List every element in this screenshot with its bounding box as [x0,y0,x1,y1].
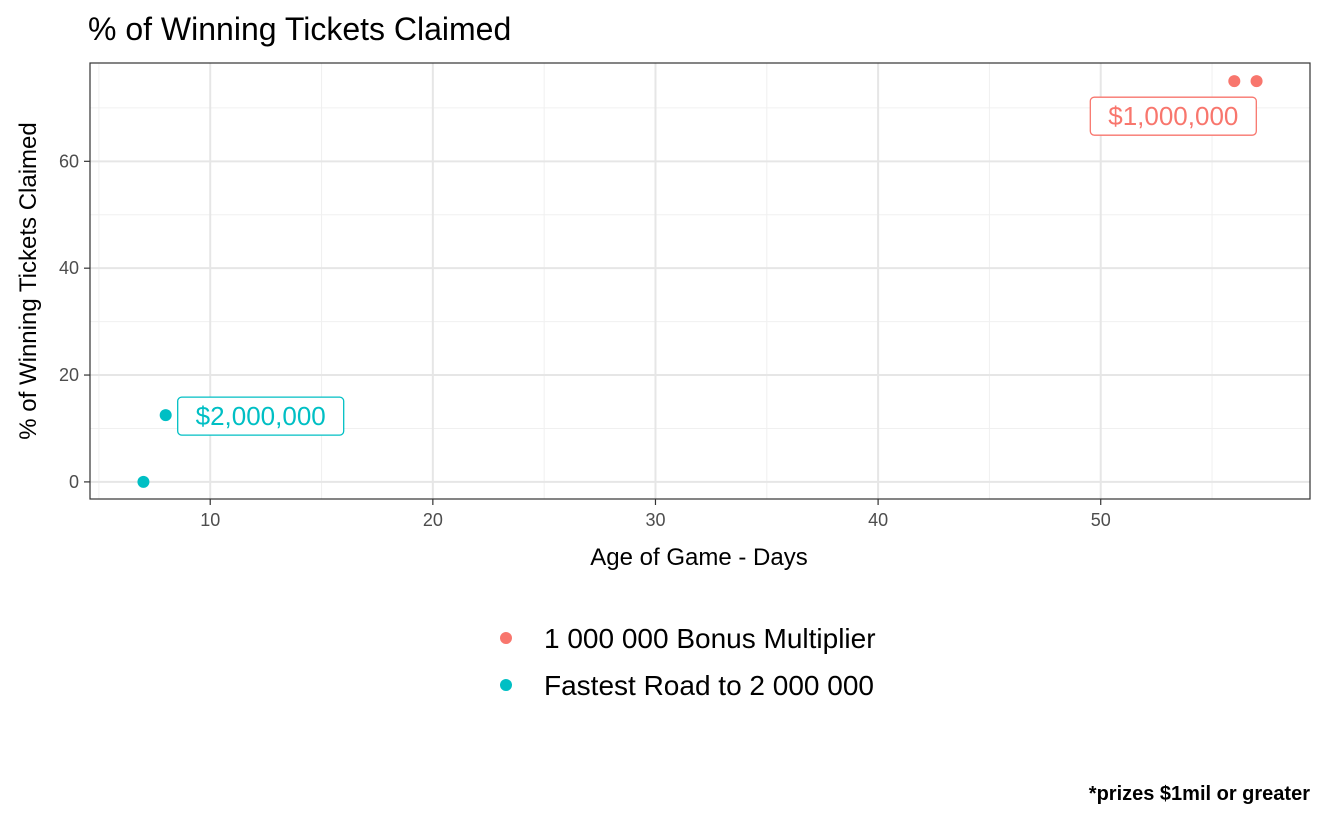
panel-border [89,62,1311,500]
point-label: $1,000,000 [1108,101,1238,131]
legend-key [500,632,512,644]
plot-area: 10 20 30 40 50 0 20 40 60 $1,000,000 $2,000,000 [59,62,1311,530]
x-tick-label: 40 [868,510,888,530]
legend: 1 000 000 Bonus Multiplier Fastest Road t… [500,623,876,701]
chart-title: % of Winning Tickets Claimed [88,11,511,47]
legend-label: 1 000 000 Bonus Multiplier [544,623,876,654]
point-label-box [1089,96,1257,136]
data-point [159,409,172,422]
x-tick-label: 50 [1091,510,1111,530]
x-tick-label: 20 [423,510,443,530]
x-tick-label: 10 [200,510,220,530]
point-label-box [177,396,345,436]
legend-key [500,679,512,691]
data-point [137,475,150,488]
point-label: $2,000,000 [196,401,326,431]
y-axis-label: % of Winning Tickets Claimed [15,122,42,439]
x-axis-label: Age of Game - Days [590,544,807,571]
data-point [1250,75,1263,88]
legend-label: Fastest Road to 2 000 000 [544,670,874,701]
caption: *prizes $1mil or greater [1089,783,1310,805]
y-tick-label: 60 [59,151,79,171]
y-tick-label: 20 [59,365,79,385]
y-tick-label: 40 [59,258,79,278]
y-tick-label: 0 [69,472,79,492]
x-tick-label: 30 [645,510,665,530]
data-point [1228,75,1241,88]
